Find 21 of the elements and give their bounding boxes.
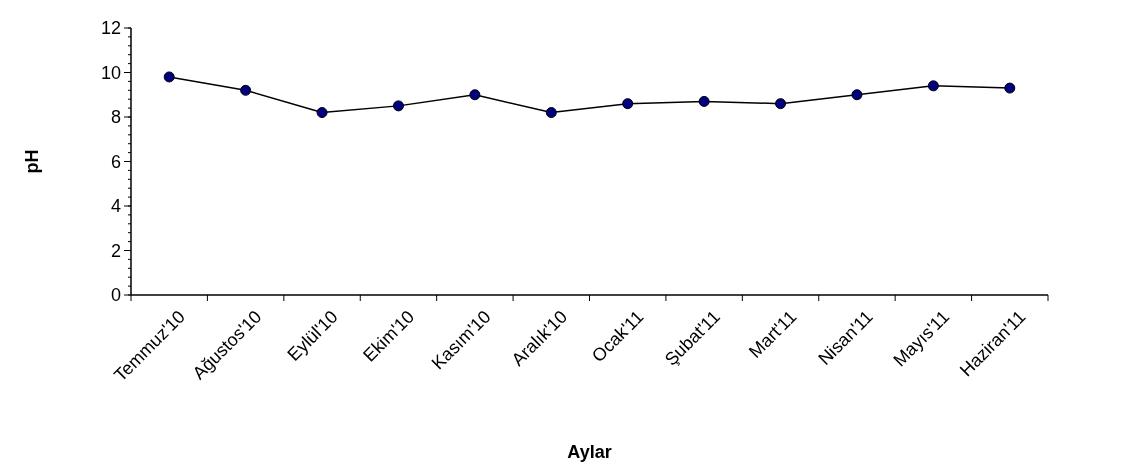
- point: [469, 89, 481, 101]
- point: [851, 89, 863, 101]
- point: [1004, 82, 1016, 94]
- point: [163, 71, 175, 83]
- y-tick-label: 8: [110, 107, 121, 128]
- y-tick-label: 2: [110, 240, 121, 261]
- point: [698, 95, 710, 107]
- y-tick-label: 12: [100, 18, 121, 39]
- y-tick-label: 6: [110, 151, 121, 172]
- point: [545, 107, 557, 119]
- y-tick-label: 4: [110, 196, 121, 217]
- y-axis-title: pH: [22, 149, 42, 174]
- y-tick-label: 0: [110, 285, 121, 306]
- point: [927, 80, 939, 92]
- point: [775, 98, 787, 110]
- point: [240, 84, 252, 96]
- x-axis-title: Aylar: [567, 442, 612, 462]
- point: [392, 100, 404, 112]
- y-tick-label: 10: [100, 62, 121, 83]
- point: [622, 98, 634, 110]
- point: [316, 107, 328, 119]
